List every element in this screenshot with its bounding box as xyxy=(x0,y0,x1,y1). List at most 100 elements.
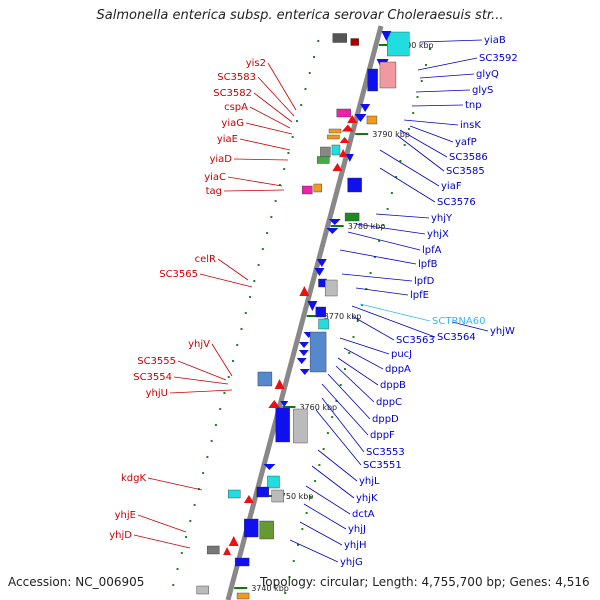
right-gene-label: SC3576 xyxy=(437,197,476,208)
right-gene-label: yiaF xyxy=(441,181,462,192)
gene-block[interactable] xyxy=(207,545,220,555)
gene-block[interactable] xyxy=(257,371,273,387)
gene-block[interactable] xyxy=(293,408,308,444)
left-gene-label: SC3582 xyxy=(213,88,252,99)
left-gene-label: celR xyxy=(195,254,216,265)
right-gene-label: yhjG xyxy=(340,557,363,568)
gene-arrow[interactable] xyxy=(354,114,367,122)
left-gene-label: yiaE xyxy=(217,134,238,145)
right-gene-labels: yiaB SC3592 glyQ glyS tnp insK yafP SC3586 SC358… xyxy=(340,35,518,568)
gene-block[interactable] xyxy=(315,306,326,318)
gene-block[interactable] xyxy=(302,185,313,195)
dotted-guides xyxy=(172,40,432,594)
gene-block[interactable] xyxy=(366,115,378,125)
right-gene-label: yhjX xyxy=(427,229,449,240)
gene-block[interactable] xyxy=(318,318,329,330)
gene-arrow[interactable] xyxy=(243,495,254,503)
gene-block[interactable] xyxy=(234,557,250,567)
right-gene-label: dctA xyxy=(352,509,375,520)
gene-block[interactable] xyxy=(336,108,352,118)
gene-arrow[interactable] xyxy=(381,31,392,41)
scale-tick-label: 3740 kbp xyxy=(251,584,289,593)
gene-block[interactable] xyxy=(387,31,410,57)
gene-arrow[interactable] xyxy=(360,104,371,112)
right-gene-label: glyQ xyxy=(476,69,499,80)
gene-block[interactable] xyxy=(379,61,397,89)
gene-block[interactable] xyxy=(267,475,280,489)
gene-block[interactable] xyxy=(259,520,274,540)
gene-arrow[interactable] xyxy=(339,149,348,157)
gene-arrow[interactable] xyxy=(274,379,285,389)
gene-arrow[interactable] xyxy=(307,301,318,311)
right-gene-label: dppD xyxy=(372,414,399,425)
right-gene-label: yhjK xyxy=(356,493,378,504)
right-gene-label: yhjH xyxy=(344,540,367,551)
scale-tick-label: 3750 kbp xyxy=(276,492,314,501)
scale-tick-label: 3770 kbp xyxy=(324,312,362,321)
right-gene-label: lpfB xyxy=(418,259,438,270)
scale-ticks: 3800 kbp 3790 kbp 3780 kbp 3770 kbp 3760 kbp… xyxy=(234,41,434,593)
summary-text: Topology: circular; Length: 4,755,700 bp… xyxy=(260,575,590,589)
gene-block[interactable] xyxy=(332,33,348,43)
left-gene-label: SC3554 xyxy=(133,372,172,383)
gene-arrow[interactable] xyxy=(314,268,325,276)
right-gene-label: SC3592 xyxy=(479,53,518,64)
gene-block[interactable] xyxy=(256,486,269,498)
gene-arrow[interactable] xyxy=(299,369,310,375)
gene-arrow[interactable] xyxy=(280,401,289,407)
gene-block[interactable] xyxy=(320,146,331,158)
gene-block[interactable] xyxy=(328,128,342,134)
gene-arrow[interactable] xyxy=(326,228,339,234)
gene-block[interactable] xyxy=(275,407,290,443)
right-gene-label: dppB xyxy=(380,380,406,391)
left-gene-label: yis2 xyxy=(246,58,266,69)
right-gene-label: lpfA xyxy=(422,245,442,256)
scale-tick-label: 3790 kbp xyxy=(372,130,410,139)
right-gene-label: yhjY xyxy=(431,213,453,224)
gene-arrow[interactable] xyxy=(268,400,281,408)
gene-block[interactable] xyxy=(236,592,250,600)
gene-block[interactable] xyxy=(309,331,327,373)
right-gene-label: SC3564 xyxy=(437,332,476,343)
gene-arrow[interactable] xyxy=(296,358,307,364)
gene-block[interactable] xyxy=(313,183,323,193)
gene-arrow[interactable] xyxy=(299,286,310,296)
gene-block[interactable] xyxy=(243,518,259,538)
left-leader-lines xyxy=(133,62,297,549)
gene-arrow[interactable] xyxy=(316,259,327,267)
gene-arrow[interactable] xyxy=(298,342,309,348)
gene-arrow[interactable] xyxy=(347,115,358,123)
right-gene-label: insK xyxy=(460,120,481,131)
gene-block[interactable] xyxy=(344,212,360,222)
gene-arrow[interactable] xyxy=(328,219,341,225)
left-gene-label: cspA xyxy=(224,102,248,113)
left-gene-label: tag xyxy=(206,186,222,197)
gene-block[interactable] xyxy=(327,134,340,140)
gene-block[interactable] xyxy=(196,585,209,595)
gene-block[interactable] xyxy=(331,144,341,156)
gene-block[interactable] xyxy=(271,489,284,503)
gene-block[interactable] xyxy=(367,68,378,92)
gene-arrow[interactable] xyxy=(339,137,350,143)
right-gene-label: dppC xyxy=(376,397,402,408)
right-gene-label: SC3563 xyxy=(396,335,435,346)
accession-text: Accession: NC_006905 xyxy=(8,575,145,589)
gene-arrow[interactable] xyxy=(345,154,354,162)
gene-arrow[interactable] xyxy=(228,536,239,546)
gene-arrow[interactable] xyxy=(341,124,354,132)
gene-arrow[interactable] xyxy=(263,464,276,470)
gene-block[interactable] xyxy=(350,38,359,46)
gene-block[interactable] xyxy=(228,489,241,499)
left-gene-label: yhjV xyxy=(188,339,210,350)
gene-block[interactable] xyxy=(347,177,362,193)
scale-tick-label: 3800 kbp xyxy=(396,41,434,50)
gene-block[interactable] xyxy=(317,156,330,164)
gene-features[interactable] xyxy=(196,31,410,600)
left-gene-label: yhjE xyxy=(115,510,136,521)
gene-arrow[interactable] xyxy=(223,547,232,555)
gene-arrow[interactable] xyxy=(298,350,309,356)
gene-arrow[interactable] xyxy=(332,163,343,171)
right-gene-label: SCTRNA60 xyxy=(432,316,485,327)
gene-block[interactable] xyxy=(324,279,338,297)
